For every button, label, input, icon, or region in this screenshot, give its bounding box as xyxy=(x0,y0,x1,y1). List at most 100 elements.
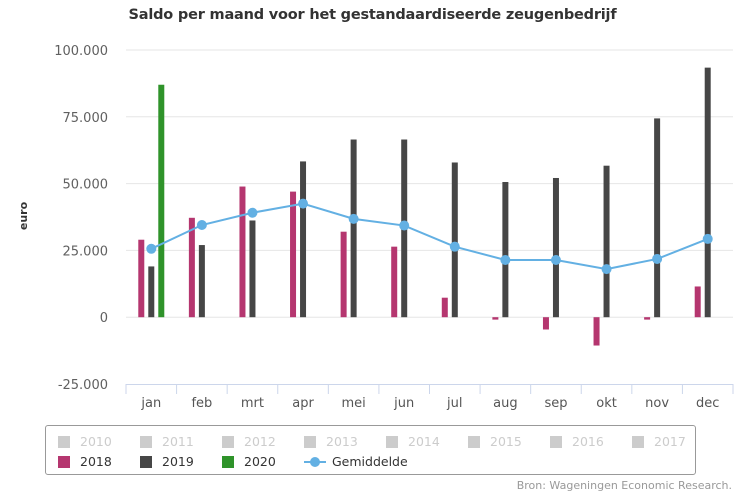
bar-2018-jul xyxy=(441,297,448,318)
legend-item-2016[interactable]: 2016 xyxy=(550,434,604,449)
bar-2019-jan xyxy=(148,266,155,318)
bar-2018-jan xyxy=(138,239,145,318)
x-tick-label: okt xyxy=(596,396,617,411)
legend-line-marker-icon xyxy=(304,456,326,468)
bar-2019-mrt xyxy=(249,220,256,318)
legend-swatch-icon xyxy=(386,435,398,448)
average-point-mrt xyxy=(247,207,258,218)
chart-area: -25.000 0 25.000 50.000 75.000 100.000 euro j… xyxy=(17,44,734,411)
x-tick-label: aug xyxy=(493,396,517,411)
y-axis-ticks: -25.000 0 25.000 50.000 75.000 100.000 xyxy=(54,44,108,393)
legend-item-2018[interactable]: 2018 xyxy=(58,454,112,469)
bar-2019-nov xyxy=(654,118,661,318)
bar-2019-dec xyxy=(704,67,711,318)
average-point-apr xyxy=(298,198,309,209)
bar-2018-jun xyxy=(391,246,398,318)
x-tick-label: jan xyxy=(140,396,161,411)
average-point-feb xyxy=(196,220,207,231)
legend-item-2012[interactable]: 2012 xyxy=(222,434,276,449)
x-tick-label: jun xyxy=(393,396,414,411)
x-tick-label: dec xyxy=(696,396,719,411)
legend-item-2017[interactable]: 2017 xyxy=(632,434,686,449)
bar-2019-feb xyxy=(198,245,205,318)
average-point-jan xyxy=(146,243,157,254)
average-point-aug xyxy=(500,255,511,266)
bar-2018-sep xyxy=(542,317,549,330)
y-axis-label: euro xyxy=(17,201,30,230)
bar-2018-dec xyxy=(694,286,701,318)
legend-label: 2010 xyxy=(80,434,112,449)
bar-2019-okt xyxy=(603,165,610,318)
source-credit: Bron: Wageningen Economic Research. xyxy=(516,479,732,492)
legend-swatch-icon xyxy=(222,435,234,448)
bar-2018-nov xyxy=(644,317,651,320)
legend-label: 2018 xyxy=(80,454,112,469)
gridlines xyxy=(126,49,733,318)
average-point-jun xyxy=(399,220,410,231)
bar-2018-mei xyxy=(340,231,347,318)
legend-swatch-icon xyxy=(140,435,152,448)
legend-label: 2016 xyxy=(572,434,604,449)
x-tick-label: apr xyxy=(292,396,314,411)
bar-2020-jan xyxy=(158,84,165,318)
legend-label: 2020 xyxy=(244,454,276,469)
chart-title: Saldo per maand voor het gestandaardisee… xyxy=(128,7,617,23)
bar-2019-apr xyxy=(300,161,307,318)
x-axis: jan feb mrt apr mei jun jul aug sep okt nov dec xyxy=(125,384,734,411)
legend-swatch-icon xyxy=(632,435,644,448)
bar-2018-mrt xyxy=(239,186,246,318)
legend-item-2020[interactable]: 2020 xyxy=(222,454,276,469)
bar-2019-sep xyxy=(552,177,559,318)
legend-swatch-icon xyxy=(222,455,234,468)
average-point-mei xyxy=(348,213,359,224)
average-point-jul xyxy=(449,241,460,252)
bar-2019-aug xyxy=(502,181,509,318)
average-point-nov xyxy=(652,253,663,264)
legend-swatch-icon xyxy=(304,435,316,448)
legend-swatch-icon xyxy=(468,435,480,448)
x-tick-label: feb xyxy=(191,396,212,411)
y-tick-label: 25.000 xyxy=(63,244,109,259)
x-tick-label: sep xyxy=(544,396,567,411)
legend-label: 2017 xyxy=(654,434,686,449)
y-tick-label: 0 xyxy=(100,311,108,326)
legend-label: 2013 xyxy=(326,434,358,449)
legend-swatch-icon xyxy=(140,455,152,468)
legend-item-gemiddelde[interactable]: Gemiddelde xyxy=(304,454,408,469)
legend-item-2019[interactable]: 2019 xyxy=(140,454,194,469)
legend-item-2014[interactable]: 2014 xyxy=(386,434,440,449)
y-tick-label: 50.000 xyxy=(63,178,109,193)
x-tick-label: mei xyxy=(341,396,365,411)
bar-2018-feb xyxy=(188,217,195,318)
bar-2018-apr xyxy=(290,191,297,318)
average-line-path xyxy=(150,202,709,271)
legend-label: 2015 xyxy=(490,434,522,449)
legend-swatch-icon xyxy=(550,435,562,448)
bar-2018-okt xyxy=(593,317,600,346)
legend-item-2015[interactable]: 2015 xyxy=(468,434,522,449)
bar-2019-jul xyxy=(451,162,458,318)
legend-item-2011[interactable]: 2011 xyxy=(140,434,194,449)
y-tick-label: -25.000 xyxy=(58,378,108,393)
x-tick-label: nov xyxy=(645,396,669,411)
legend-item-2010[interactable]: 2010 xyxy=(58,434,112,449)
legend-item-2013[interactable]: 2013 xyxy=(304,434,358,449)
bar-2018-aug xyxy=(492,317,499,320)
legend-label: 2014 xyxy=(408,434,440,449)
y-tick-label: 100.000 xyxy=(54,44,108,59)
x-tick-label: jul xyxy=(446,396,462,411)
y-tick-label: 75.000 xyxy=(63,111,109,126)
legend-swatch-icon xyxy=(58,435,70,448)
legend-label: 2019 xyxy=(162,454,194,469)
legend-label: Gemiddelde xyxy=(332,454,408,469)
legend-label: 2012 xyxy=(244,434,276,449)
legend-label: 2011 xyxy=(162,434,194,449)
legend: 2010 2011 2012 2013 2014 2015 2016 2017 2018 201… xyxy=(45,425,696,475)
average-point-sep xyxy=(550,255,561,266)
average-point-dec xyxy=(702,233,713,244)
average-point-okt xyxy=(601,264,612,275)
x-tick-label: mrt xyxy=(241,396,264,411)
average-line xyxy=(146,198,713,275)
legend-swatch-icon xyxy=(58,455,70,468)
bar-2019-mei xyxy=(350,139,357,318)
